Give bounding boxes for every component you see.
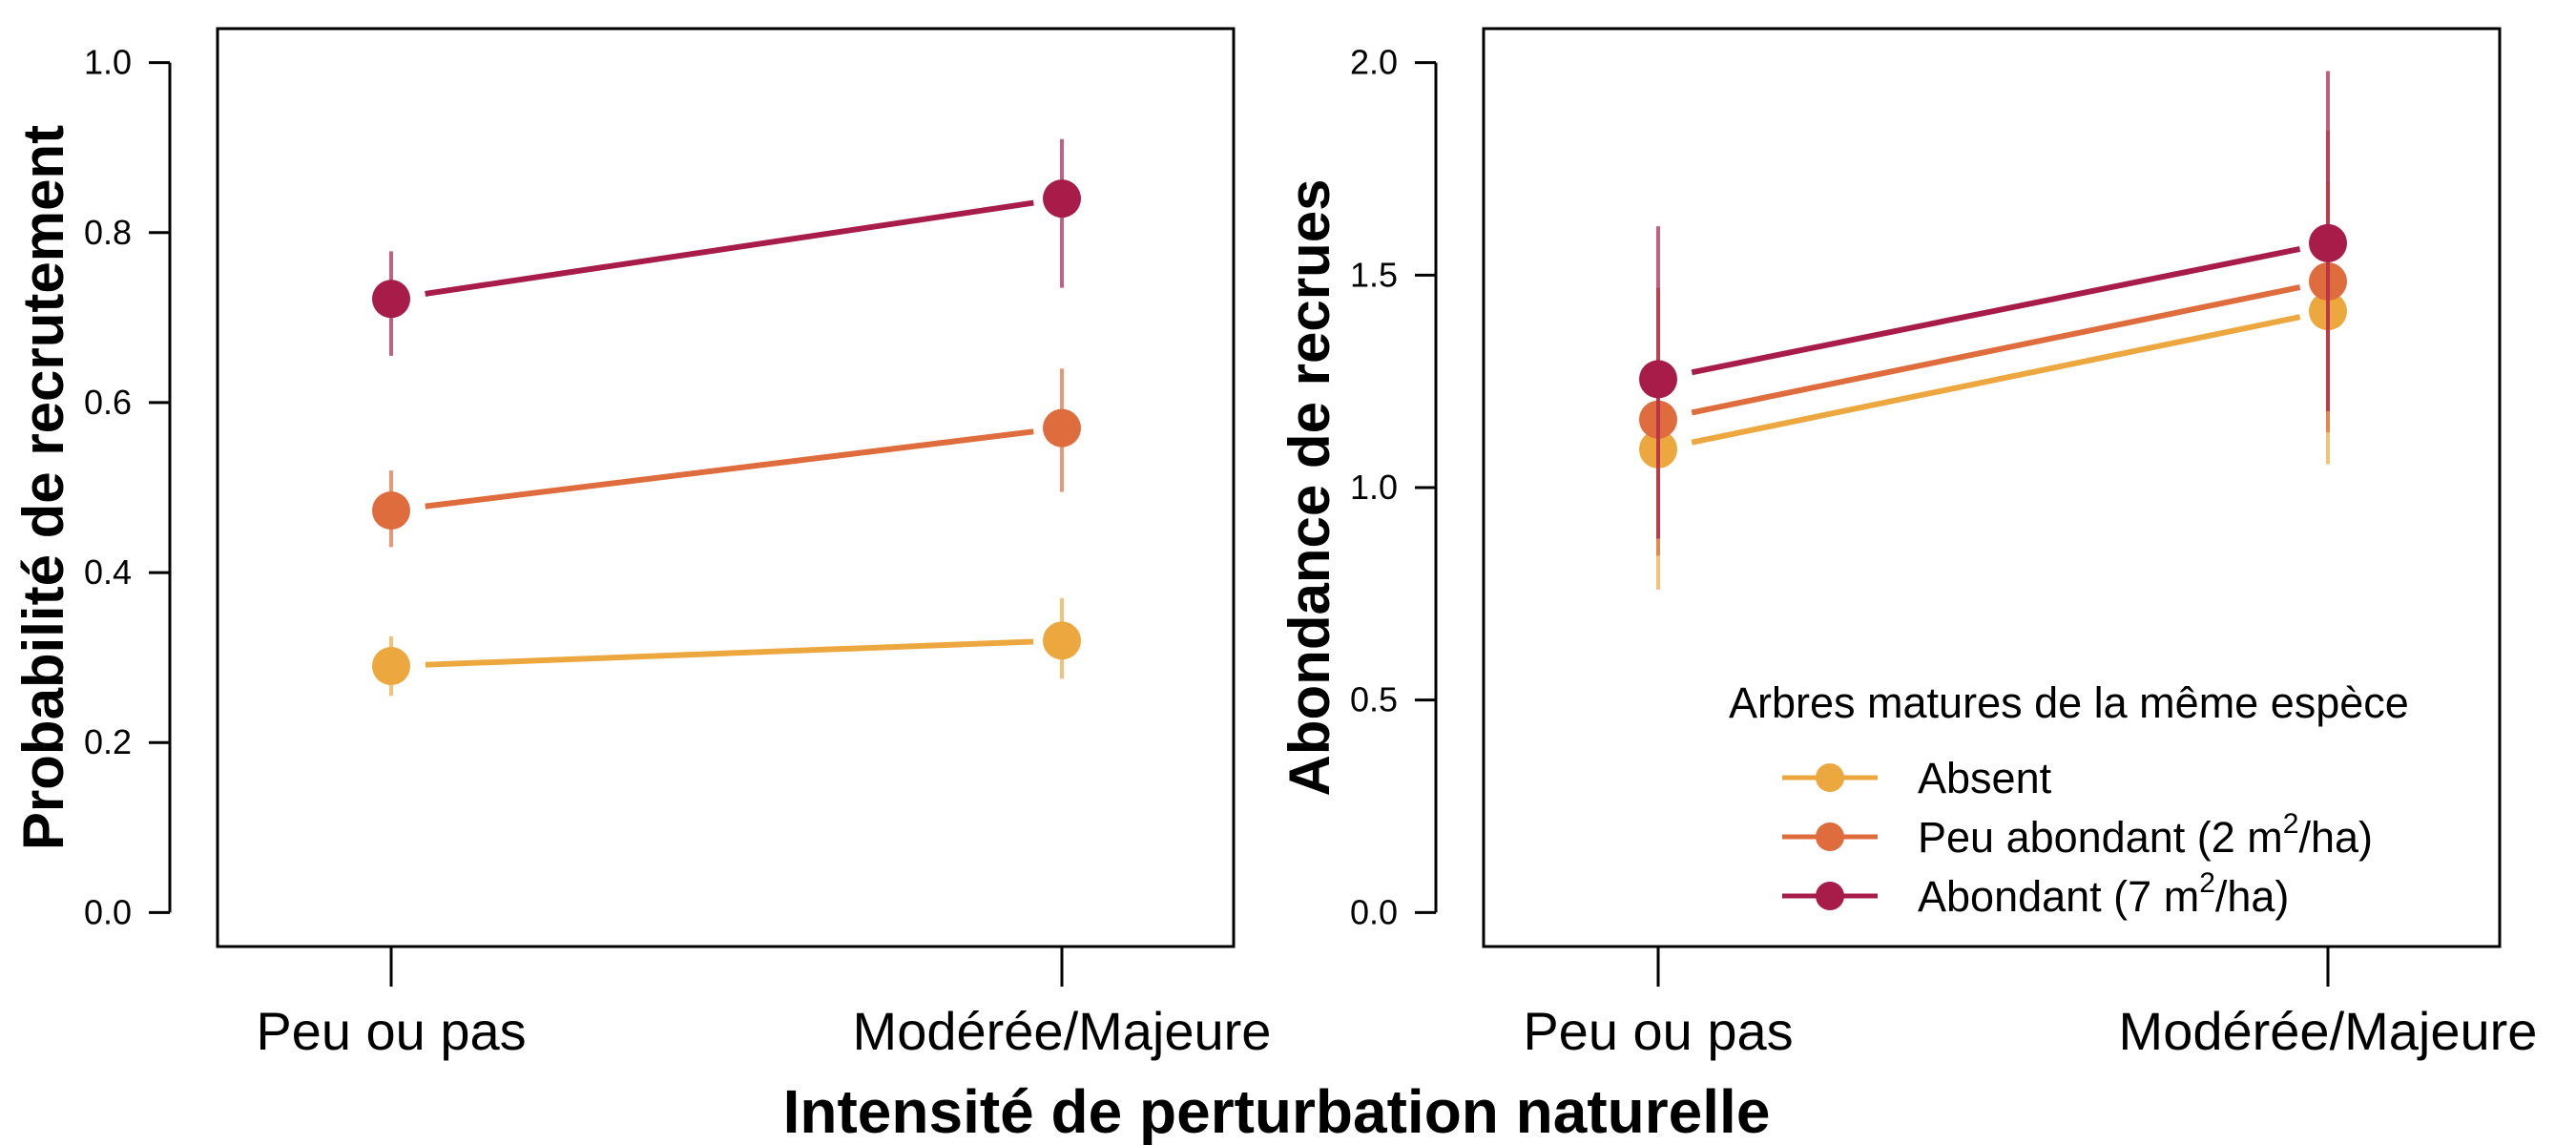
right-y-tick-label: 0.0 [1350, 892, 1398, 931]
right-x-axis: Peu ou pas Modérée/Majeure [1523, 945, 2538, 1061]
left-y-tick-label: 0.4 [84, 552, 132, 592]
legend-item-absent: Absent [1782, 754, 2052, 802]
left-series-group [372, 138, 1081, 697]
left-y-tick-label: 0.0 [84, 892, 132, 931]
right-point-abondant [1639, 360, 1677, 399]
right-x-tick-label: Modérée/Majeure [2119, 1001, 2538, 1061]
left-series-abondant [372, 138, 1081, 356]
right-y-axis-label: Abondance de recrues [1278, 179, 1341, 797]
left-point-peu [372, 491, 410, 531]
right-series-line-absent [1691, 314, 2301, 446]
left-point-abondant [372, 280, 410, 319]
left-point-absent [372, 647, 410, 686]
legend-marker-peu [1816, 822, 1844, 851]
left-x-tick-label: Modérée/Majeure [853, 1001, 1272, 1061]
left-y-tick-label: 1.0 [84, 43, 132, 82]
x-axis-label: Intensité de perturbation naturelle [783, 1077, 1771, 1145]
left-plot-frame [216, 27, 1236, 948]
right-y-tick-label: 2.0 [1350, 43, 1398, 82]
right-series-abondant [1639, 71, 2347, 539]
left-series-absent [372, 597, 1081, 697]
right-point-abondant [2309, 223, 2347, 262]
right-y-tick-label: 0.5 [1350, 680, 1398, 719]
left-point-peu [1043, 408, 1081, 448]
legend-label-absent: Absent [1918, 754, 2052, 802]
right-series-peu [1639, 130, 2347, 556]
legend-title: Arbres matures de la même espèce [1729, 678, 2409, 727]
right-series-line-peu [1691, 284, 2301, 416]
right-y-tick-label: 1.0 [1350, 468, 1398, 507]
right-y-tick-label: 1.5 [1350, 255, 1398, 294]
left-x-tick-label: Peu ou pas [256, 1001, 526, 1061]
left-point-absent [1043, 621, 1081, 660]
left-series-line-peu [425, 428, 1034, 510]
legend-label-peu: Peu abondant (2 m2/ha) [1918, 808, 2373, 862]
right-series-absent [1639, 181, 2347, 590]
legend-label-abondant: Abondant (7 m2/ha) [1918, 867, 2289, 921]
legend-marker-absent [1816, 763, 1844, 792]
right-series-line-abondant [1691, 245, 2301, 376]
legend: Arbres matures de la même espèce Absent … [1729, 678, 2409, 921]
right-y-axis: 0.0 0.5 1.0 1.5 2.0 [1350, 43, 1438, 931]
left-y-tick-label: 0.6 [84, 383, 132, 422]
legend-item-peu: Peu abondant (2 m2/ha) [1782, 808, 2373, 862]
right-plot-frame [1482, 27, 2502, 948]
right-panel: 0.0 0.5 1.0 1.5 2.0 Peu ou pas Modérée/Majeur… [1278, 27, 2538, 1061]
left-series-line-abondant [425, 199, 1034, 297]
left-y-tick-label: 0.2 [84, 722, 132, 761]
left-point-abondant [1043, 179, 1081, 219]
legend-item-abondant: Abondant (7 m2/ha) [1782, 867, 2289, 921]
left-x-axis: Peu ou pas Modérée/Majeure [256, 945, 1272, 1061]
right-x-tick-label: Peu ou pas [1523, 1001, 1793, 1061]
left-y-axis-label: Probabilité de recrutement [11, 125, 75, 850]
right-series-group [1639, 71, 2347, 590]
left-y-tick-label: 0.8 [84, 213, 132, 252]
legend-marker-abondant [1816, 882, 1844, 910]
left-series-peu [372, 368, 1081, 548]
left-y-axis: 0.0 0.2 0.4 0.6 0.8 1.0 [84, 43, 172, 931]
left-panel: 0.0 0.2 0.4 0.6 0.8 1.0 Peu ou pas Modérée/Maj… [11, 27, 1272, 1061]
left-series-line-absent [425, 638, 1034, 668]
